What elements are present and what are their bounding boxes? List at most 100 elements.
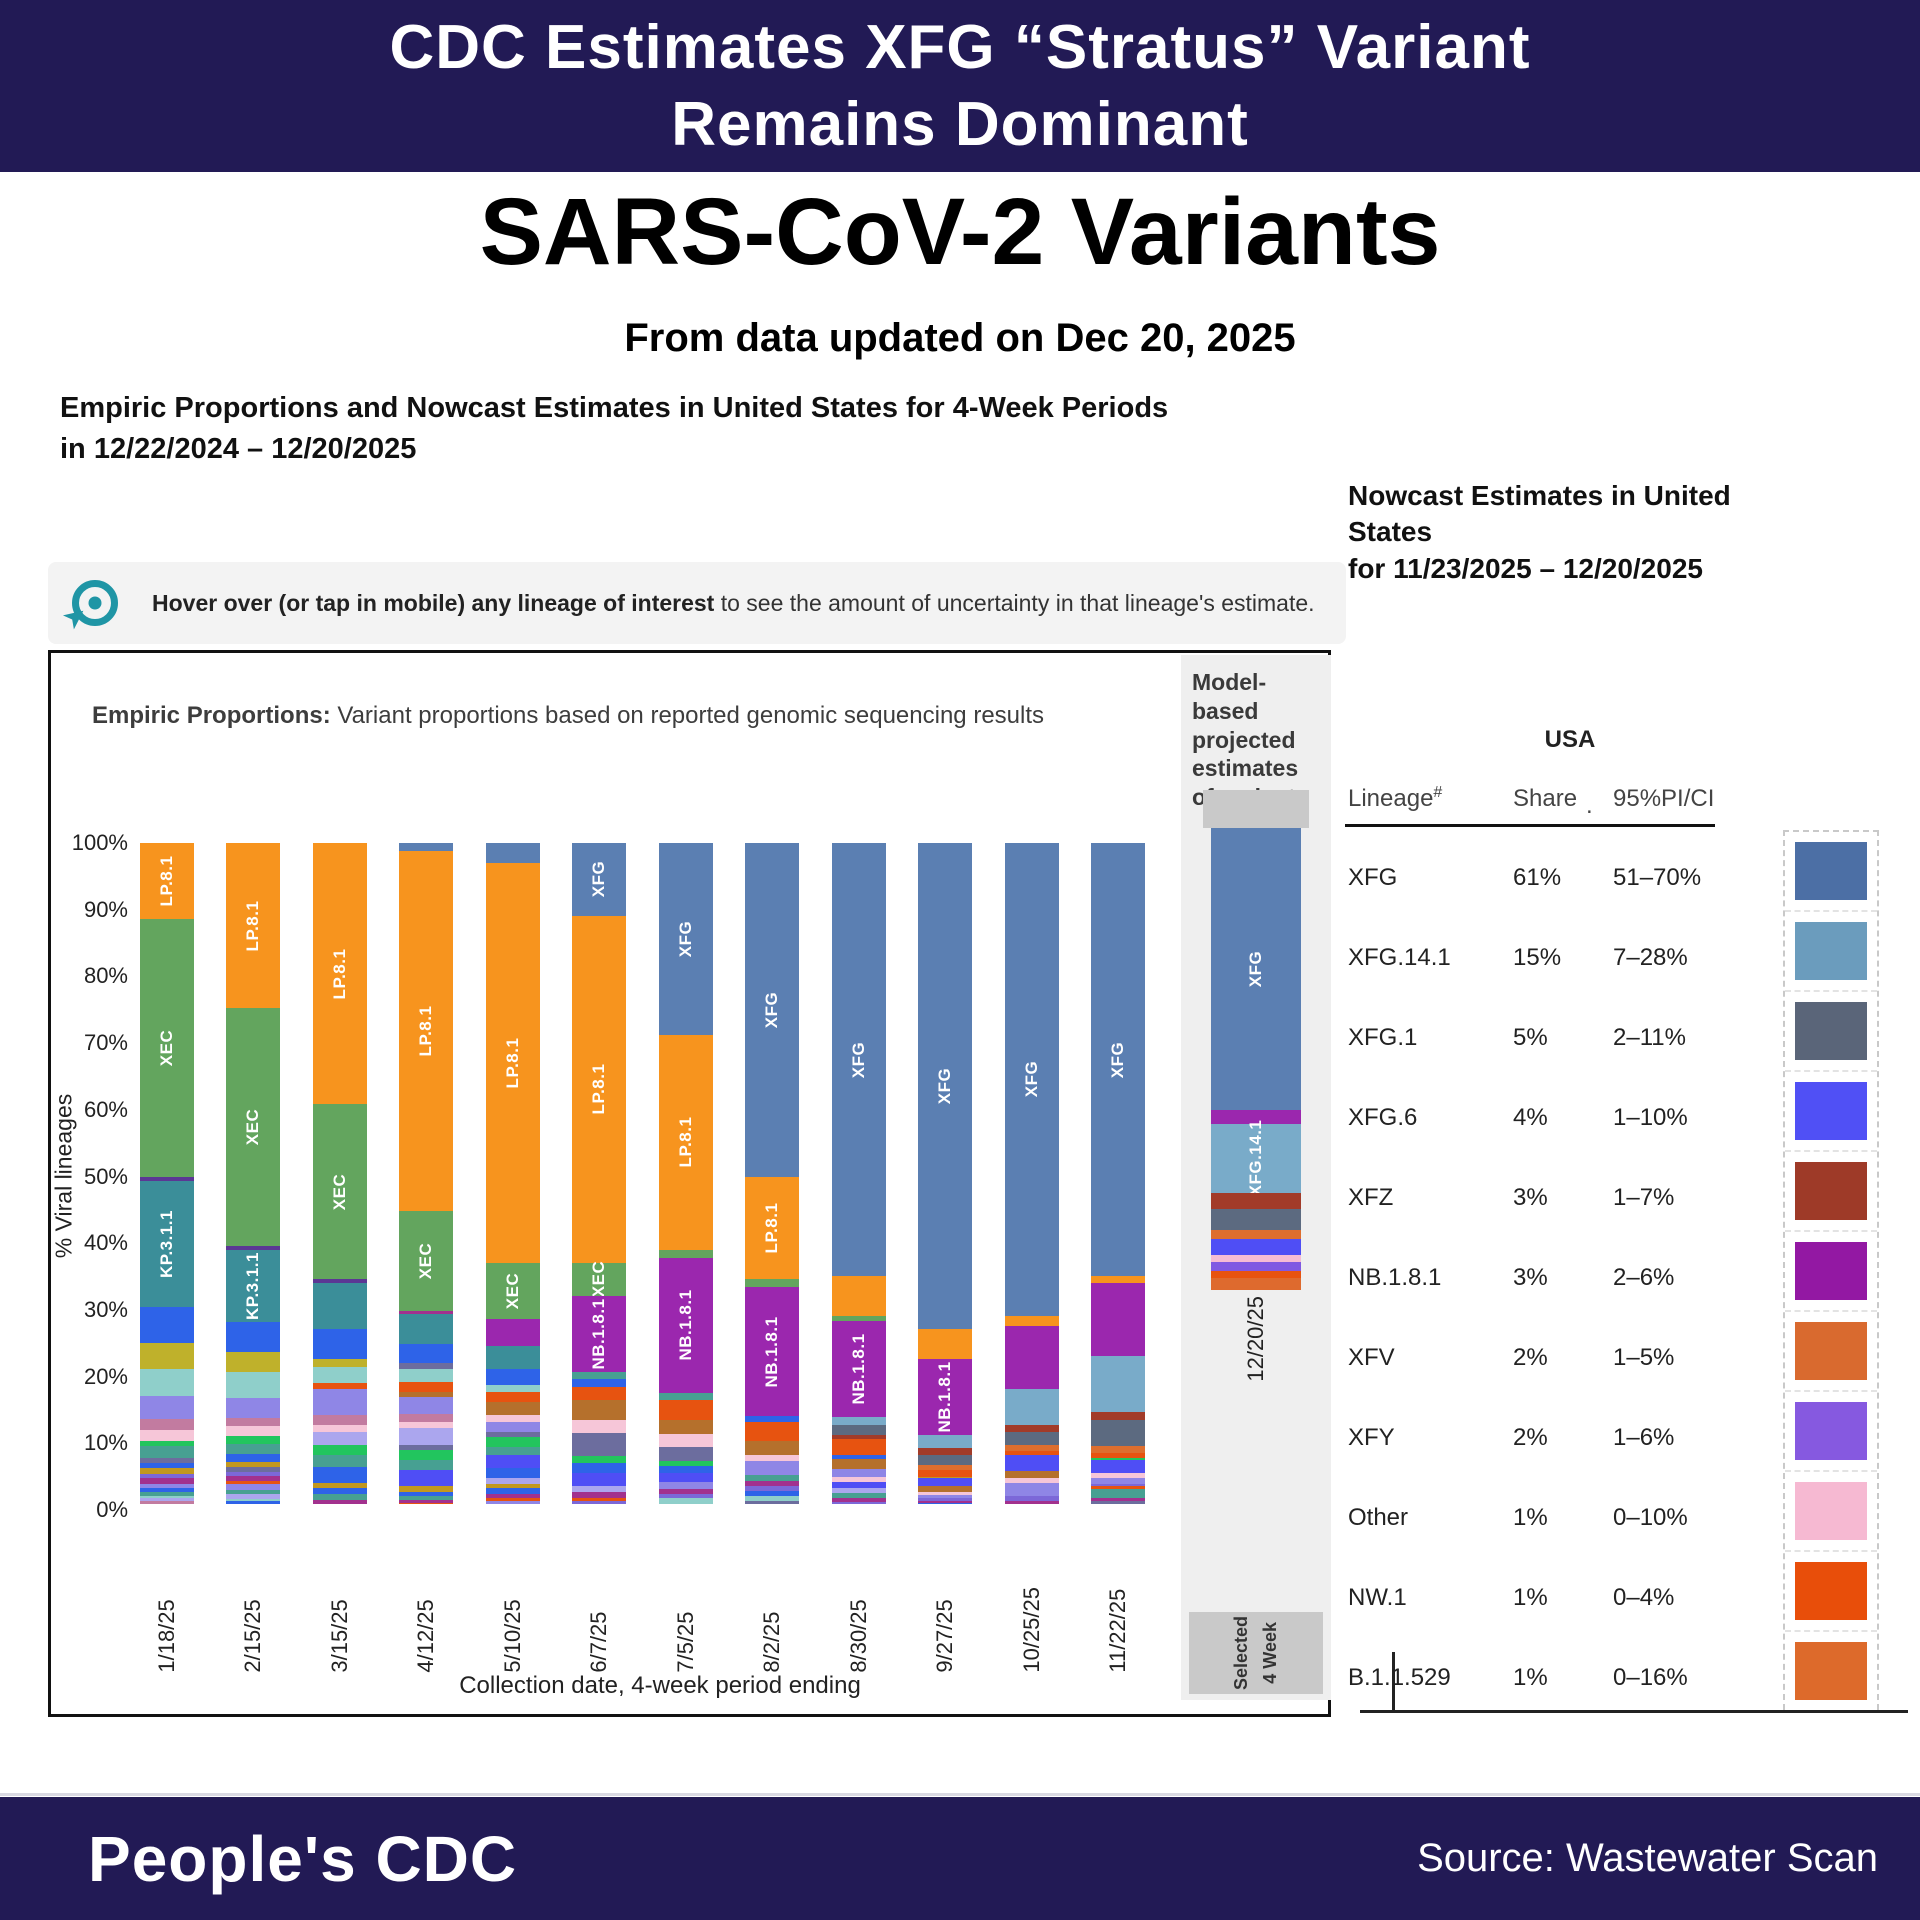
bar-segment[interactable]	[226, 1436, 281, 1445]
bar-segment[interactable]	[1211, 1262, 1301, 1272]
bar-segment-lp.8.1[interactable]: LP.8.1	[399, 850, 454, 1212]
bar-segment-xec[interactable]: XEC	[485, 1262, 540, 1320]
bar-segment[interactable]	[745, 1474, 800, 1482]
bar-segment[interactable]	[312, 1366, 367, 1384]
stacked-bar[interactable]: XFG LP.8.1 NB.1.8.1	[658, 843, 713, 1505]
bar-segment-lp.8.1[interactable]: LP.8.1	[226, 843, 281, 1009]
bar-segment[interactable]	[399, 1368, 454, 1382]
bar-segment[interactable]	[831, 1459, 886, 1470]
bar-segment-xec[interactable]: XEC	[572, 1261, 627, 1298]
bar-segment[interactable]	[399, 1313, 454, 1344]
bar-segment[interactable]	[312, 1483, 367, 1488]
bar-segment[interactable]	[312, 1383, 367, 1389]
bar-segment[interactable]	[918, 1491, 973, 1495]
bar-segment[interactable]	[1090, 1473, 1145, 1479]
bar-segment[interactable]	[658, 1434, 713, 1448]
bar-segment[interactable]	[140, 1369, 194, 1396]
bar-segment-xfg[interactable]: XFG	[1004, 843, 1059, 1316]
bar-segment-nb.1.8.1[interactable]: NB.1.8.1	[658, 1257, 713, 1394]
bar-segment[interactable]	[399, 1381, 454, 1392]
bar-segment[interactable]	[226, 1467, 281, 1472]
bar-segment[interactable]	[918, 1494, 973, 1499]
bar-segment[interactable]	[399, 1397, 454, 1414]
bar-segment[interactable]	[918, 1502, 973, 1505]
bar-segment[interactable]	[572, 1419, 627, 1433]
bar-segment[interactable]	[140, 1446, 194, 1458]
bar-segment[interactable]	[140, 1473, 194, 1478]
bar-segment[interactable]	[226, 1444, 281, 1454]
bar-segment[interactable]	[485, 1493, 540, 1498]
bar-segment-xfg[interactable]: XFG	[831, 843, 886, 1277]
bar-segment[interactable]	[485, 1446, 540, 1455]
bar-segment-xfg.14.1[interactable]: XFG.14.1	[1211, 1120, 1301, 1197]
bar-segment[interactable]	[226, 1483, 281, 1491]
bar-segment[interactable]	[658, 1489, 713, 1495]
bar-segment[interactable]	[918, 1500, 973, 1503]
bar-segment-xec[interactable]: XEC	[312, 1104, 367, 1280]
bar-segment[interactable]	[312, 1424, 367, 1432]
bar-segment[interactable]	[140, 1176, 194, 1181]
bar-segment[interactable]	[140, 1483, 194, 1489]
bar-segment-nb.1.8.1[interactable]: NB.1.8.1	[572, 1296, 627, 1373]
bar-segment[interactable]	[399, 1343, 454, 1364]
bar-segment[interactable]	[312, 1358, 367, 1367]
bar-segment[interactable]	[1090, 1486, 1145, 1490]
bar-segment[interactable]	[658, 1498, 713, 1505]
bar-segment[interactable]	[918, 1498, 973, 1501]
bar-segment-lp.8.1[interactable]: LP.8.1	[572, 915, 627, 1263]
bar-segment-xfg[interactable]: XFG	[918, 843, 973, 1330]
bar-segment[interactable]	[312, 1329, 367, 1359]
table-row[interactable]: XFY 2% 1–6%	[1348, 1398, 1788, 1478]
stacked-bar[interactable]: XFG LP.8.1 NB.1.8.1	[745, 843, 800, 1505]
bar-segment[interactable]	[745, 1421, 800, 1442]
bar-segment[interactable]	[745, 1500, 800, 1505]
bar-segment[interactable]	[831, 1434, 886, 1439]
bar-segment[interactable]	[1004, 1496, 1059, 1501]
bar-segment[interactable]	[831, 1424, 886, 1435]
bar-segment-lp.8.1[interactable]: LP.8.1	[658, 1034, 713, 1250]
bar-segment-xec[interactable]: XEC	[226, 1008, 281, 1247]
bar-segment[interactable]	[1211, 1255, 1301, 1263]
bar-segment[interactable]	[226, 1418, 281, 1427]
bar-segment[interactable]	[1090, 1478, 1145, 1484]
bar-segment[interactable]	[399, 1486, 454, 1492]
stacked-bar[interactable]: LP.8.1 XEC	[399, 843, 454, 1505]
bar-segment[interactable]	[312, 1388, 367, 1415]
bar-segment[interactable]	[658, 1399, 713, 1420]
bar-segment[interactable]	[226, 1398, 281, 1419]
bar-segment[interactable]	[572, 1462, 627, 1473]
bar-segment[interactable]	[226, 1475, 281, 1482]
bar-segment[interactable]	[140, 1463, 194, 1468]
bar-segment[interactable]	[745, 1279, 800, 1288]
model-projection-bar[interactable]: XFG XFG.14.1	[1211, 828, 1301, 1290]
bar-segment[interactable]	[312, 1444, 367, 1455]
bar-segment[interactable]	[1211, 1209, 1301, 1230]
bar-segment[interactable]	[399, 1496, 454, 1501]
bar-segment[interactable]	[745, 1491, 800, 1496]
bar-segment[interactable]	[572, 1372, 627, 1379]
bar-segment[interactable]	[1211, 1271, 1301, 1279]
table-row[interactable]: XFZ 3% 1–7%	[1348, 1158, 1788, 1238]
bar-segment[interactable]	[1211, 1239, 1301, 1256]
bar-segment[interactable]	[485, 1454, 540, 1468]
bar-segment[interactable]	[572, 1386, 627, 1400]
bar-segment[interactable]	[831, 1492, 886, 1499]
stacked-bar[interactable]: XFG	[1090, 843, 1145, 1505]
bar-segment[interactable]	[399, 1310, 454, 1314]
bar-segment[interactable]	[918, 1434, 973, 1449]
bar-segment[interactable]	[1004, 1477, 1059, 1484]
bar-segment[interactable]	[226, 1481, 281, 1484]
bar-segment[interactable]	[485, 1319, 540, 1346]
bar-segment[interactable]	[485, 1488, 540, 1494]
bar-segment[interactable]	[918, 1454, 973, 1465]
bar-segment[interactable]	[312, 1466, 367, 1484]
bar-segment[interactable]	[658, 1460, 713, 1466]
table-row[interactable]: XFG.14.1 15% 7–28%	[1348, 918, 1788, 998]
bar-segment[interactable]	[140, 1492, 194, 1496]
bar-segment[interactable]	[399, 1428, 454, 1445]
bar-segment[interactable]	[918, 1329, 973, 1359]
bar-segment[interactable]	[1004, 1454, 1059, 1472]
bar-segment-lp.8.1[interactable]: LP.8.1	[485, 862, 540, 1263]
bar-segment[interactable]	[140, 1306, 194, 1343]
bar-segment[interactable]	[226, 1461, 281, 1468]
